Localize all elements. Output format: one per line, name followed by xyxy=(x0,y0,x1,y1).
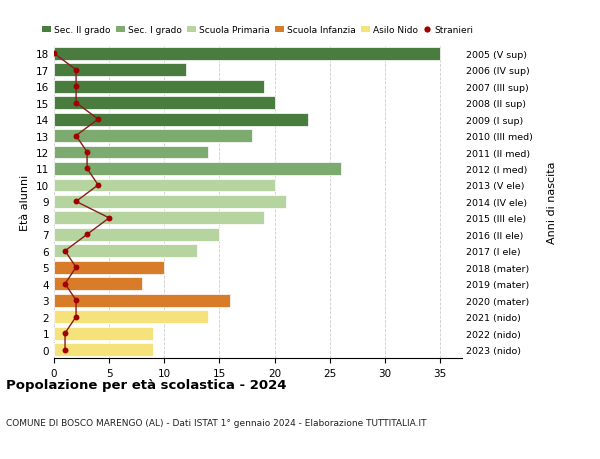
Point xyxy=(82,231,92,239)
Bar xyxy=(54,278,142,291)
Bar xyxy=(54,162,341,175)
Bar xyxy=(54,113,308,126)
Point xyxy=(94,182,103,189)
Text: Popolazione per età scolastica - 2024: Popolazione per età scolastica - 2024 xyxy=(6,379,287,392)
Bar xyxy=(54,130,253,143)
Bar xyxy=(54,229,220,241)
Point xyxy=(71,100,81,107)
Bar xyxy=(54,245,197,257)
Point xyxy=(49,50,59,58)
Point xyxy=(60,247,70,255)
Point xyxy=(82,165,92,173)
Bar xyxy=(54,212,263,225)
Bar xyxy=(54,311,208,323)
Bar xyxy=(54,146,208,159)
Point xyxy=(104,215,114,222)
Legend: Sec. II grado, Sec. I grado, Scuola Primaria, Scuola Infanzia, Asilo Nido, Stran: Sec. II grado, Sec. I grado, Scuola Prim… xyxy=(43,26,473,35)
Point xyxy=(71,83,81,90)
Bar xyxy=(54,196,286,208)
Bar xyxy=(54,81,263,93)
Bar xyxy=(54,64,187,77)
Point xyxy=(71,313,81,321)
Bar xyxy=(54,294,230,307)
Y-axis label: Età alunni: Età alunni xyxy=(20,174,31,230)
Bar xyxy=(54,327,153,340)
Point xyxy=(60,280,70,288)
Bar xyxy=(54,261,164,274)
Bar xyxy=(54,97,275,110)
Bar xyxy=(54,179,275,192)
Point xyxy=(60,346,70,353)
Point xyxy=(71,67,81,74)
Point xyxy=(71,133,81,140)
Text: COMUNE DI BOSCO MARENGO (AL) - Dati ISTAT 1° gennaio 2024 - Elaborazione TUTTITA: COMUNE DI BOSCO MARENGO (AL) - Dati ISTA… xyxy=(6,418,427,427)
Point xyxy=(71,198,81,206)
Point xyxy=(71,297,81,304)
Point xyxy=(82,149,92,157)
Bar xyxy=(54,48,440,61)
Point xyxy=(94,116,103,123)
Point xyxy=(60,330,70,337)
Bar xyxy=(54,343,153,356)
Point xyxy=(71,264,81,271)
Y-axis label: Anni di nascita: Anni di nascita xyxy=(547,161,557,243)
